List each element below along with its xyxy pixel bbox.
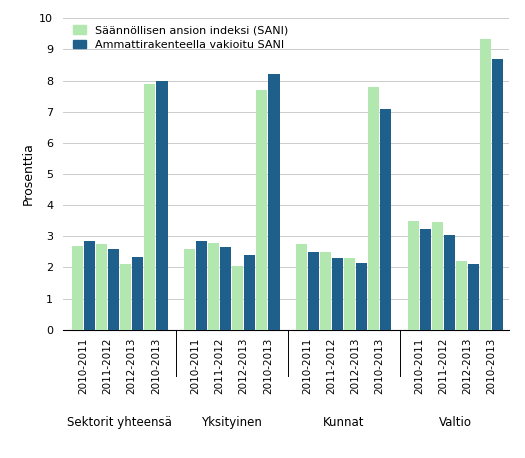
Bar [268, 74, 279, 330]
Bar [72, 245, 83, 330]
Bar [444, 235, 455, 330]
Bar [244, 255, 256, 330]
Y-axis label: Prosenttia: Prosenttia [22, 142, 35, 206]
Bar [232, 266, 243, 330]
Legend: Säännöllisen ansion indeksi (SANI), Ammattirakenteella vakioitu SANI: Säännöllisen ansion indeksi (SANI), Amma… [73, 26, 289, 50]
Bar [144, 84, 155, 330]
Bar [432, 222, 443, 330]
Bar [456, 261, 467, 330]
Bar [420, 229, 431, 330]
Bar [132, 256, 143, 330]
Bar [84, 241, 96, 330]
Text: Kunnat: Kunnat [322, 416, 364, 429]
Bar [344, 258, 355, 330]
Text: Yksityinen: Yksityinen [201, 416, 262, 429]
Bar [308, 252, 319, 330]
Bar [480, 38, 491, 330]
Bar [220, 247, 232, 330]
Text: Valtio: Valtio [439, 416, 471, 429]
Text: Sektorit yhteensä: Sektorit yhteensä [67, 416, 172, 429]
Bar [368, 87, 379, 330]
Bar [208, 243, 219, 330]
Bar [492, 59, 503, 330]
Bar [380, 109, 392, 330]
Bar [96, 244, 107, 330]
Bar [320, 252, 331, 330]
Bar [296, 244, 307, 330]
Bar [356, 263, 368, 330]
Bar [407, 221, 419, 330]
Bar [332, 258, 343, 330]
Bar [196, 241, 207, 330]
Bar [468, 264, 479, 330]
Bar [184, 249, 195, 330]
Bar [108, 249, 119, 330]
Bar [120, 264, 131, 330]
Bar [156, 81, 167, 330]
Bar [256, 90, 267, 330]
